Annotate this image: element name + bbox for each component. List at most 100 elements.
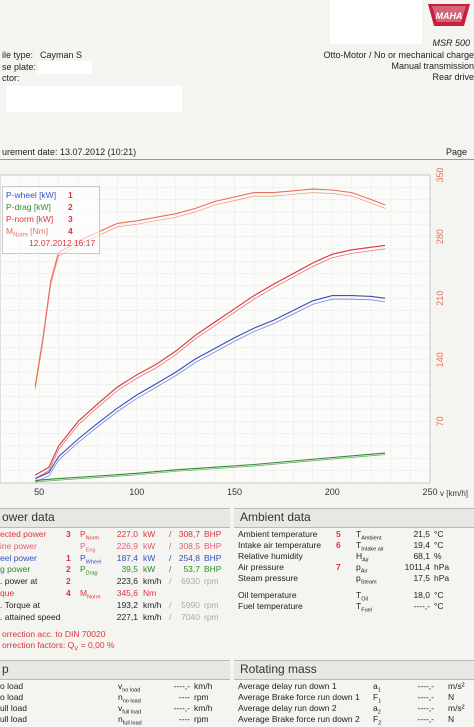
power-row-slash: / <box>169 576 172 587</box>
vehicle-type-label: ile type: <box>2 50 34 60</box>
power-row-symbol-letter: P <box>80 540 86 551</box>
power-row-unit-2: BHP <box>204 540 222 551</box>
rotating-row-symbol: a2 <box>373 703 381 716</box>
rotating-row-label: Average Brake force run down 1 <box>238 692 360 702</box>
ambient-row-value: 1011,4 <box>404 562 430 572</box>
rotating-row-unit: m/s² <box>448 703 465 713</box>
y-tick-label: 350 <box>435 167 445 182</box>
maha-logo-graphic: MAHA <box>428 4 470 26</box>
rotating-mass-header <box>234 660 474 680</box>
ambient-row-symbol-sub: Air <box>360 568 368 575</box>
drag-row-symbol-letter: v <box>118 703 123 713</box>
ambient-row-value: ----,- <box>413 601 430 611</box>
y-tick-label: 70 <box>435 416 445 426</box>
transmission-type: Manual transmission <box>391 61 474 71</box>
rotating-row-unit: m/s² <box>448 681 465 691</box>
footnote-correction: orrection factors: QV = 0,00 % <box>2 640 115 653</box>
ambient-row-symbol-letter: T <box>356 529 362 539</box>
drag-row-label: o load <box>0 692 24 702</box>
legend-label: P-wheel [kW] <box>6 190 57 200</box>
y-axis-ticks: 70 140 210 280 350 <box>435 167 445 426</box>
power-row-marker: 1 <box>66 552 71 563</box>
drag-row-symbol-letter: n <box>118 692 123 702</box>
rotating-row-label: Average delay run down 2 <box>238 703 337 713</box>
power-row-symbol-sub: Norm <box>85 535 100 542</box>
power-row-value: 187,4 <box>116 552 138 563</box>
y-tick-label: 140 <box>435 352 445 367</box>
power-row-label: ected power <box>0 529 47 539</box>
power-row-symbol-letter: M <box>80 588 88 598</box>
power-row-unit: km/h <box>143 611 162 622</box>
x-tick-label: 200 <box>325 487 340 497</box>
drag-row-symbol: nfull load <box>118 714 142 727</box>
legend-label: P-norm [kW] <box>6 214 54 224</box>
x-tick-label: 100 <box>129 487 144 497</box>
ambient-row-value: 21,5 <box>413 529 430 539</box>
drag-row-symbol-sub: full load <box>122 709 142 716</box>
power-data-title: ower data <box>2 510 55 524</box>
power-row-label: . Torque at <box>0 599 41 610</box>
power-row-unit-2: rpm <box>204 599 219 610</box>
power-row-unit: Nm <box>143 588 157 598</box>
drag-row-value: ----,- <box>173 703 190 713</box>
power-row-value-2: 308,7 <box>178 529 200 539</box>
ambient-row-unit: hPa <box>434 562 450 572</box>
drag-row-label: ull load <box>0 714 27 724</box>
power-row-marker: 3 <box>66 529 71 539</box>
rotating-mass-title: Rotating mass <box>240 662 317 676</box>
power-row-label: que <box>0 588 15 598</box>
date-separator <box>0 159 474 160</box>
ambient-row-symbol: pAir <box>356 562 367 575</box>
rotating-row-symbol: F2 <box>373 714 381 727</box>
dyno-model: MSR 500 <box>432 38 470 48</box>
ambient-row-symbol-letter: T <box>356 540 362 550</box>
y-tick-label: 210 <box>435 291 445 306</box>
drag-row-unit: km/h <box>194 681 213 691</box>
rotating-row-symbol-sub: 2 <box>377 709 381 716</box>
x-axis-label: v [km/h] <box>440 489 468 498</box>
ambient-row-unit: °C <box>434 590 444 600</box>
ambient-data-header <box>234 508 474 528</box>
ambient-row-symbol-letter: p <box>356 573 361 583</box>
rotating-row-unit: N <box>448 714 455 724</box>
legend-item: MNorm [Nm] 4 <box>6 226 73 239</box>
power-row-marker: 4 <box>66 588 71 598</box>
power-row-slash: / <box>169 599 172 610</box>
legend-label: M <box>6 226 14 236</box>
power-row-label: . power at <box>0 576 38 587</box>
rotating-row-symbol: F1 <box>373 692 381 705</box>
redacted-plate <box>38 61 92 74</box>
ambient-row-marker: 5 <box>336 529 341 539</box>
legend-number: 2 <box>68 202 73 212</box>
legend-timestamp: 12.07.2012 16:17 <box>29 238 96 248</box>
ambient-row-label: Fuel temperature <box>238 601 303 611</box>
power-row-value-2: 53,7 <box>183 564 200 575</box>
power-row-slash: / <box>169 552 172 563</box>
license-plate-label: se plate: <box>2 62 37 72</box>
power-row-value: 345,6 <box>116 588 138 598</box>
ambient-row-symbol: HAir <box>356 551 369 564</box>
power-row-unit-2: BHP <box>204 564 222 575</box>
drag-row-symbol-sub: no load <box>122 687 141 694</box>
power-row-marker: 2 <box>66 564 71 575</box>
rotating-row-value: ----,- <box>417 692 434 702</box>
footnote-correction-value: = 0,00 % <box>80 640 115 650</box>
power-row-value: 39,5 <box>121 564 138 575</box>
rotating-row-symbol-sub: 1 <box>378 698 382 705</box>
rotating-row-unit: N <box>448 692 455 702</box>
customer-label: ctor: <box>2 73 20 83</box>
drag-title: p <box>2 662 9 676</box>
x-tick-label: 150 <box>227 487 242 497</box>
power-row-value-2: 308,5 <box>178 540 200 551</box>
power-row-value: 227,1 <box>116 611 138 622</box>
power-row-marker: 2 <box>66 576 71 587</box>
power-row-symbol-sub: Drag <box>85 571 98 578</box>
ambient-row-label: Oil temperature <box>238 590 297 600</box>
ambient-row-symbol: TFuel <box>356 601 372 614</box>
power-row-symbol: PNorm <box>80 529 99 542</box>
series-line-0 <box>34 244 386 476</box>
ambient-row-symbol-letter: p <box>356 562 361 572</box>
power-row-symbol-letter: P <box>80 564 86 575</box>
legend-item: P-drag [kW] 2 <box>6 202 73 212</box>
ambient-row-label: Intake air temperature <box>238 540 322 550</box>
